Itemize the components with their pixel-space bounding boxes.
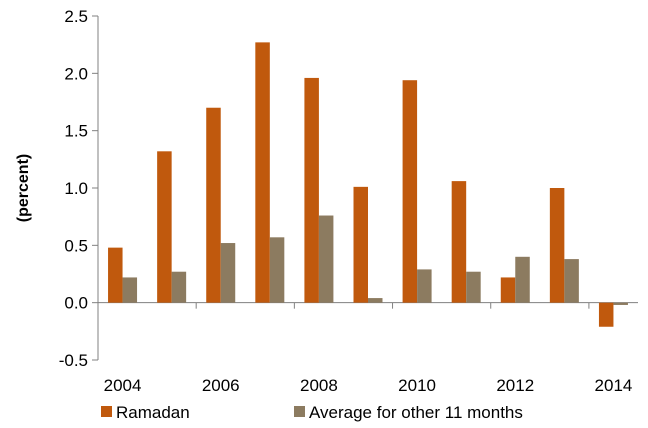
x-tick-label: 2004 bbox=[104, 376, 142, 395]
bar-ramadan-2005 bbox=[157, 151, 172, 303]
bar-other-months-2014 bbox=[613, 302, 628, 305]
bar-other-months-2006 bbox=[220, 243, 236, 303]
y-tick-label: 1.5 bbox=[64, 122, 88, 141]
y-tick-label: -0.5 bbox=[59, 351, 88, 370]
bar-other-months-2007 bbox=[269, 237, 285, 303]
bar-ramadan-2008 bbox=[304, 77, 319, 303]
bar-other-months-2008 bbox=[318, 215, 334, 303]
bar-other-months-2010 bbox=[417, 269, 432, 303]
y-tick-label: 0.0 bbox=[64, 294, 88, 313]
bar-ramadan-2014 bbox=[598, 302, 614, 327]
y-axis: -0.5 0.0 0.5 1.0 1.5 2.0 2.5 bbox=[59, 7, 99, 370]
bar-ramadan-2007 bbox=[255, 42, 270, 303]
bar-other-months-2004 bbox=[122, 277, 138, 303]
bar-ramadan-2009 bbox=[353, 186, 368, 303]
x-tick-label: 2010 bbox=[398, 376, 436, 395]
legend-swatch-ramadan bbox=[101, 406, 112, 417]
bar-ramadan-2011 bbox=[451, 181, 467, 303]
legend-swatch-other-months bbox=[294, 406, 305, 417]
legend: Ramadan Average for other 11 months bbox=[101, 403, 523, 422]
y-tick-label: 2.0 bbox=[64, 64, 88, 83]
bar-other-months-2011 bbox=[466, 271, 481, 303]
x-tick-label: 2008 bbox=[300, 376, 338, 395]
legend-label-ramadan: Ramadan bbox=[116, 403, 190, 422]
y-axis-title: (percent) bbox=[15, 154, 32, 222]
y-tick-label: 1.0 bbox=[64, 179, 88, 198]
bars bbox=[108, 42, 628, 327]
bar-ramadan-2004 bbox=[108, 247, 123, 303]
legend-label-other-months: Average for other 11 months bbox=[309, 403, 523, 422]
bar-ramadan-2006 bbox=[206, 107, 221, 303]
x-axis: 2004 2006 2008 2010 2012 2014 bbox=[97, 302, 638, 395]
bar-ramadan-2013 bbox=[549, 188, 565, 303]
bar-other-months-2013 bbox=[564, 259, 579, 303]
bar-ramadan-2010 bbox=[402, 80, 418, 303]
bar-ramadan-2012 bbox=[500, 277, 516, 303]
y-tick-label: 2.5 bbox=[64, 7, 88, 26]
y-tick-label: 0.5 bbox=[64, 236, 88, 255]
x-tick-label: 2006 bbox=[202, 376, 240, 395]
x-tick-label: 2014 bbox=[595, 376, 633, 395]
bar-other-months-2005 bbox=[171, 271, 187, 303]
bar-other-months-2012 bbox=[515, 256, 530, 303]
bar-other-months-2009 bbox=[368, 298, 383, 303]
x-tick-label: 2012 bbox=[496, 376, 534, 395]
